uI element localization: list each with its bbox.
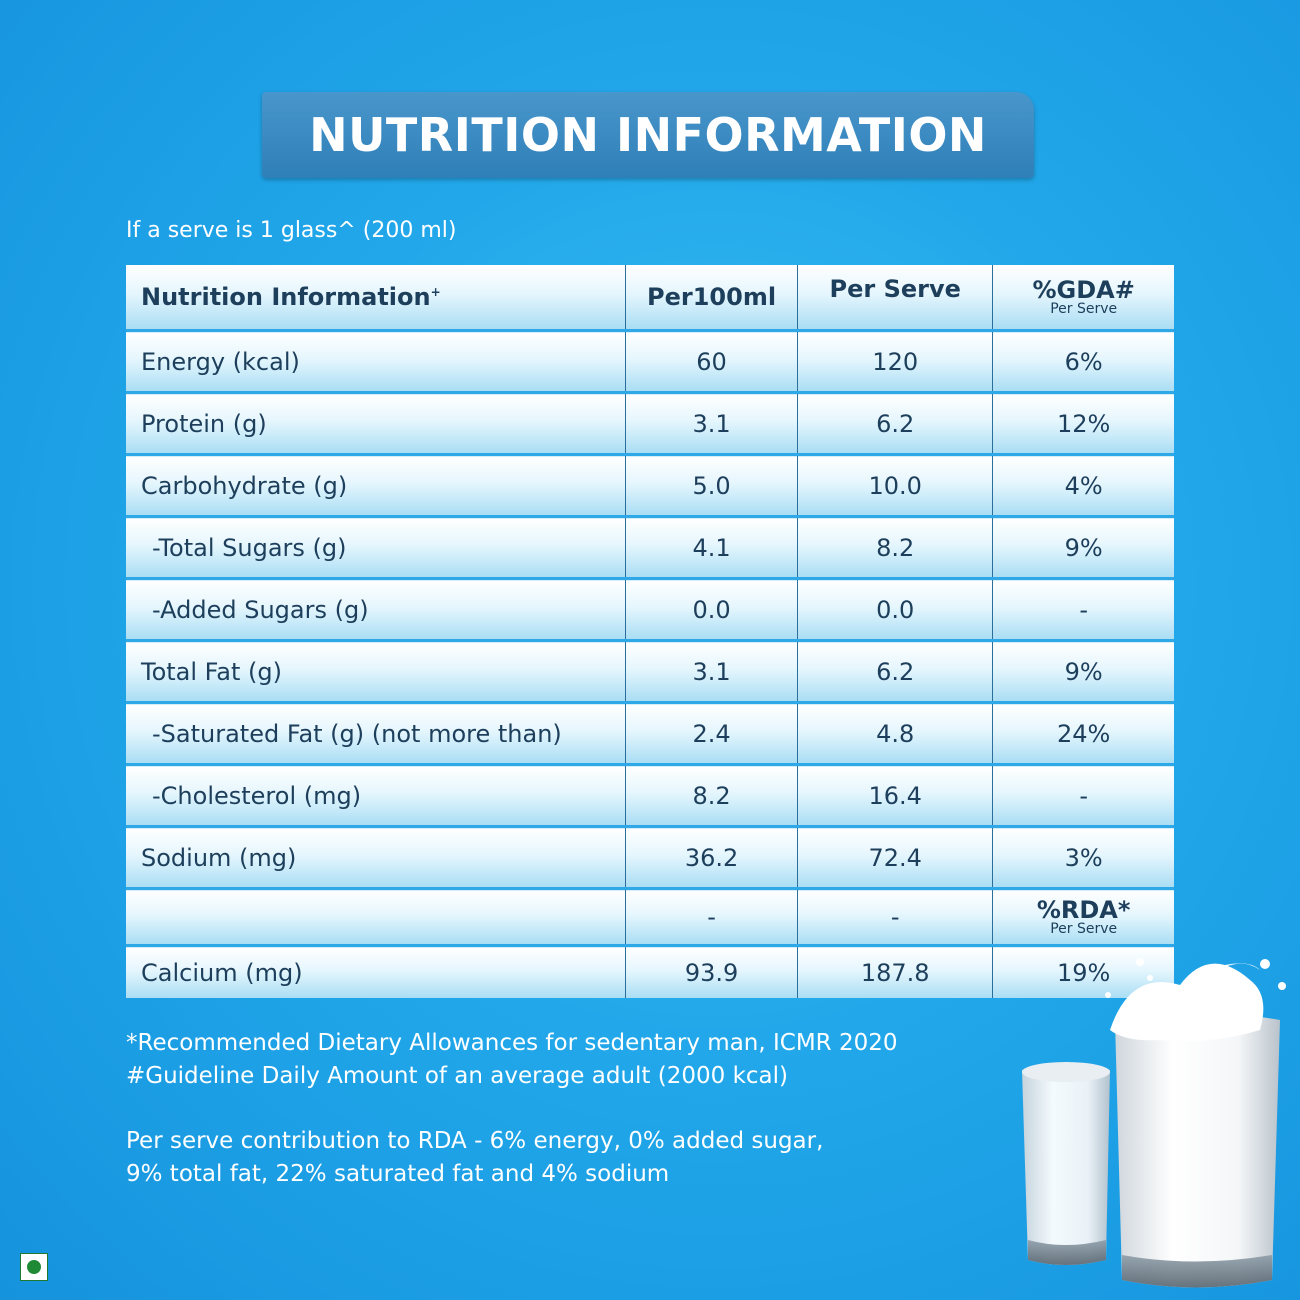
- table-row: Total Fat (g) 3.1 6.2 9%: [126, 639, 1174, 703]
- per100-value: 5.0: [624, 453, 799, 517]
- header-per100: Per100ml: [624, 265, 799, 331]
- table-row: Carbohydrate (g) 5.0 10.0 4%: [126, 453, 1174, 517]
- perserve-value: 0.0: [797, 577, 994, 641]
- table-row: Sodium (mg) 36.2 72.4 3%: [126, 825, 1174, 889]
- per100-value: 2.4: [624, 701, 799, 765]
- gda-value: 24%: [992, 701, 1174, 765]
- table-row: Protein (g) 3.1 6.2 12%: [126, 391, 1174, 455]
- gda-value: 12%: [992, 391, 1174, 455]
- table-row: -Cholesterol (mg) 8.2 16.4 -: [126, 763, 1174, 827]
- nutrient-name: Energy (kcal): [126, 329, 626, 393]
- header-rda: %RDA* Per Serve: [992, 887, 1174, 946]
- perserve-value: 120: [797, 329, 994, 393]
- table-row: -Saturated Fat (g) (not more than) 2.4 4…: [126, 701, 1174, 765]
- footnote-rda: *Recommended Dietary Allowances for sede…: [126, 1030, 898, 1056]
- per100-value: 8.2: [624, 763, 799, 827]
- gda-value: 6%: [992, 329, 1174, 393]
- rda-subheader-blank: [126, 887, 626, 946]
- nutrient-name: Sodium (mg): [126, 825, 626, 889]
- perserve-value: 72.4: [797, 825, 994, 889]
- nutrient-name: Total Fat (g): [126, 639, 626, 703]
- perserve-value: 16.4: [797, 763, 994, 827]
- rda-subheader-row: - - %RDA* Per Serve: [126, 887, 1174, 946]
- nutrient-name: Carbohydrate (g): [126, 453, 626, 517]
- per100-value: 3.1: [624, 391, 799, 455]
- contribution-line-2: 9% total fat, 22% saturated fat and 4% s…: [126, 1161, 670, 1187]
- table-row: Calcium (mg) 93.9 187.8 19%: [126, 944, 1174, 998]
- table-row: Energy (kcal) 60 120 6%: [126, 329, 1174, 393]
- nutrient-name: Protein (g): [126, 391, 626, 455]
- table-row: -Added Sugars (g) 0.0 0.0 -: [126, 577, 1174, 641]
- nutrient-name: -Saturated Fat (g) (not more than): [126, 701, 626, 765]
- footnotes: *Recommended Dietary Allowances for sede…: [126, 1027, 898, 1191]
- per100-value: 0.0: [624, 577, 799, 641]
- perserve-value: 8.2: [797, 515, 994, 579]
- per100-value: 4.1: [624, 515, 799, 579]
- perserve-value: 6.2: [797, 391, 994, 455]
- milk-glasses-illustration: [1022, 958, 1286, 1288]
- title-banner: NUTRITION INFORMATION: [262, 92, 1034, 178]
- perserve-value: 187.8: [797, 944, 994, 998]
- perserve-value: 10.0: [797, 453, 994, 517]
- page-title: NUTRITION INFORMATION: [309, 108, 987, 162]
- gda-value: 4%: [992, 453, 1174, 517]
- gda-value: 9%: [992, 515, 1174, 579]
- gda-value: -: [992, 763, 1174, 827]
- nutrient-name: -Cholesterol (mg): [126, 763, 626, 827]
- per100-value: 3.1: [624, 639, 799, 703]
- rda-per100-dash: -: [624, 887, 799, 946]
- contribution-line-1: Per serve contribution to RDA - 6% energ…: [126, 1128, 824, 1154]
- rda-perserve-dash: -: [797, 887, 994, 946]
- perserve-value: 4.8: [797, 701, 994, 765]
- per100-value: 60: [624, 329, 799, 393]
- table-row: -Total Sugars (g) 4.1 8.2 9%: [126, 515, 1174, 579]
- gda-value: 9%: [992, 639, 1174, 703]
- gda-value: 3%: [992, 825, 1174, 889]
- vegetarian-mark-icon: [20, 1253, 48, 1281]
- header-gda: %GDA# Per Serve: [992, 265, 1174, 331]
- serve-note: If a serve is 1 glass^ (200 ml): [126, 218, 457, 243]
- nutrient-name: Calcium (mg): [126, 944, 626, 998]
- nutrient-name: -Added Sugars (g): [126, 577, 626, 641]
- per100-value: 93.9: [624, 944, 799, 998]
- nutrition-table: Nutrition Information+ Per100ml Per Serv…: [126, 265, 1174, 998]
- per100-value: 36.2: [624, 825, 799, 889]
- gda-value: -: [992, 577, 1174, 641]
- footnote-gda: #Guideline Daily Amount of an average ad…: [126, 1063, 788, 1089]
- table-header-row: Nutrition Information+ Per100ml Per Serv…: [126, 265, 1174, 331]
- header-perserve: Per Serve: [797, 265, 994, 331]
- header-nutrient: Nutrition Information+: [126, 265, 626, 331]
- nutrient-name: -Total Sugars (g): [126, 515, 626, 579]
- perserve-value: 6.2: [797, 639, 994, 703]
